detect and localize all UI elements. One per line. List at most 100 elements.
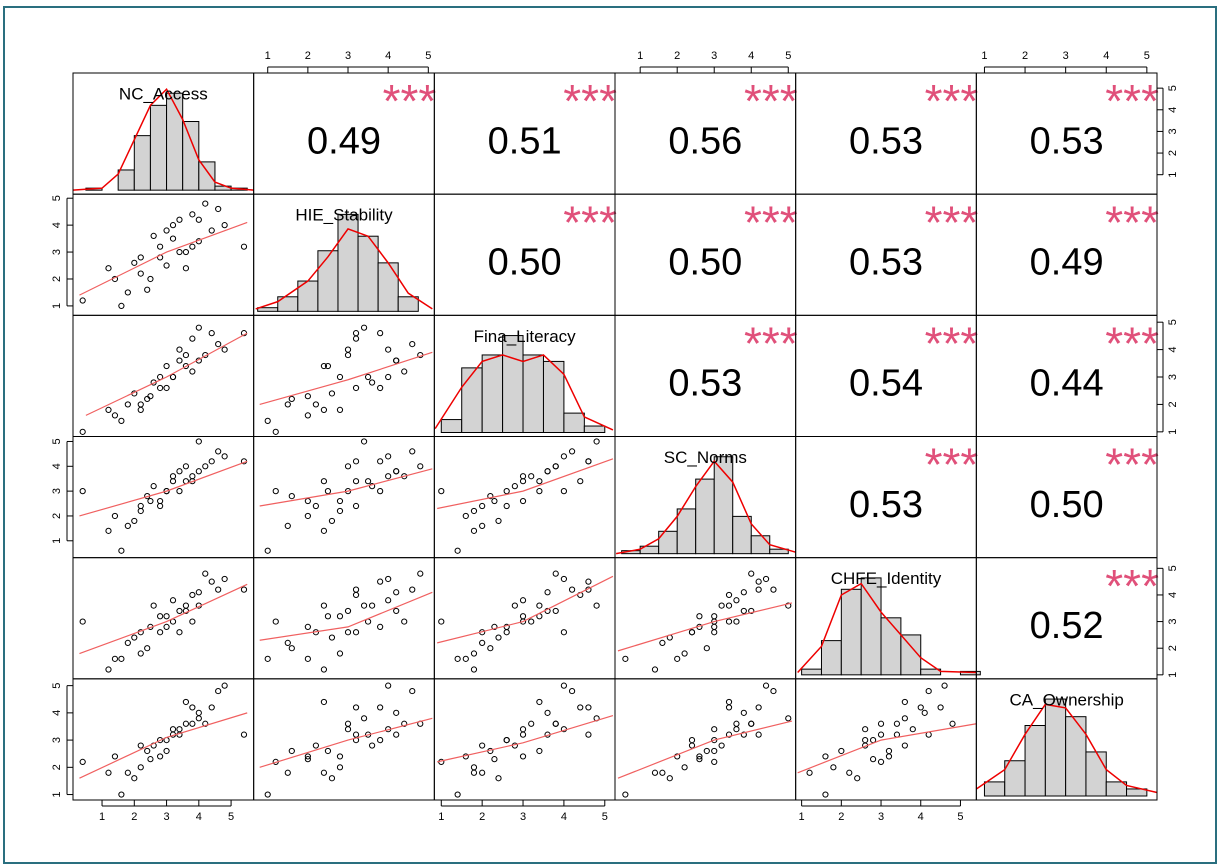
point <box>336 613 344 620</box>
point <box>169 373 177 381</box>
point <box>696 753 703 760</box>
point <box>503 502 510 510</box>
point <box>272 488 279 495</box>
point <box>552 570 559 577</box>
fit-line <box>79 712 248 779</box>
panel <box>253 557 435 680</box>
y-tick-label: 5 <box>51 195 63 201</box>
fit-line <box>437 458 614 510</box>
point <box>336 650 344 657</box>
point <box>344 346 352 353</box>
point <box>137 406 144 414</box>
point <box>674 753 681 760</box>
point <box>401 473 408 480</box>
significance: *** <box>925 75 979 127</box>
point <box>364 478 372 485</box>
point <box>560 453 568 460</box>
point <box>519 497 527 505</box>
point <box>288 747 295 755</box>
significance: *** <box>1105 560 1159 612</box>
y-tick-label: 1 <box>1167 429 1179 435</box>
point <box>320 406 328 414</box>
fit-line <box>79 583 248 655</box>
point <box>869 756 877 763</box>
point <box>770 687 777 695</box>
point <box>163 488 170 495</box>
x-tick-label: 2 <box>131 811 137 823</box>
density-line <box>434 354 614 431</box>
hist-bar <box>900 634 922 676</box>
point <box>304 512 311 520</box>
hist-bar <box>983 781 1006 797</box>
point <box>503 488 510 495</box>
point <box>393 731 400 738</box>
point <box>822 791 829 798</box>
correlation: 0.53 <box>849 484 923 526</box>
point <box>711 726 718 733</box>
point <box>147 275 154 283</box>
point <box>377 330 384 337</box>
point <box>846 769 853 776</box>
point <box>360 324 368 331</box>
point <box>124 401 131 408</box>
point <box>131 775 138 782</box>
point <box>536 602 543 609</box>
point <box>304 393 311 400</box>
point <box>144 645 151 652</box>
density-line <box>72 87 254 191</box>
point <box>725 591 733 599</box>
point <box>470 666 478 673</box>
hist-bar <box>166 92 184 191</box>
point <box>137 742 144 749</box>
point <box>733 720 740 727</box>
point <box>208 227 215 234</box>
hist-bar <box>695 478 715 555</box>
point <box>503 736 510 744</box>
point <box>568 586 576 593</box>
point <box>401 720 408 727</box>
point <box>409 586 416 593</box>
point <box>740 731 747 738</box>
point <box>189 591 196 599</box>
point <box>157 613 164 620</box>
point <box>519 726 527 733</box>
point <box>344 720 352 727</box>
significance: *** <box>383 75 437 127</box>
point <box>328 775 336 782</box>
point <box>288 395 295 403</box>
hist-bar <box>397 296 419 312</box>
point <box>495 634 502 641</box>
fit-line <box>259 717 433 768</box>
point <box>304 412 311 419</box>
point <box>157 384 164 392</box>
point <box>324 488 332 495</box>
x-tick-label: 4 <box>196 811 202 823</box>
point <box>189 368 196 375</box>
point <box>169 478 177 485</box>
point <box>144 286 151 293</box>
point <box>163 747 170 755</box>
panel <box>433 678 616 801</box>
point <box>118 655 125 662</box>
point <box>552 607 559 615</box>
point <box>519 478 527 485</box>
point <box>169 726 177 733</box>
significance: *** <box>925 317 979 369</box>
point <box>221 453 228 460</box>
point <box>909 726 916 733</box>
variable-name: CHFE_Identity <box>831 569 942 588</box>
hist-bar <box>198 161 216 191</box>
point <box>528 720 535 727</box>
point <box>264 791 271 798</box>
x-tick-label: 3 <box>878 811 884 823</box>
point <box>189 618 196 625</box>
point <box>195 216 202 223</box>
correlation: 0.50 <box>668 241 742 283</box>
point <box>195 709 202 716</box>
point <box>176 357 183 364</box>
point <box>202 720 209 727</box>
point <box>377 488 384 495</box>
variable-name: Fina_Literacy <box>474 327 577 346</box>
point <box>272 618 279 625</box>
point <box>124 522 131 529</box>
